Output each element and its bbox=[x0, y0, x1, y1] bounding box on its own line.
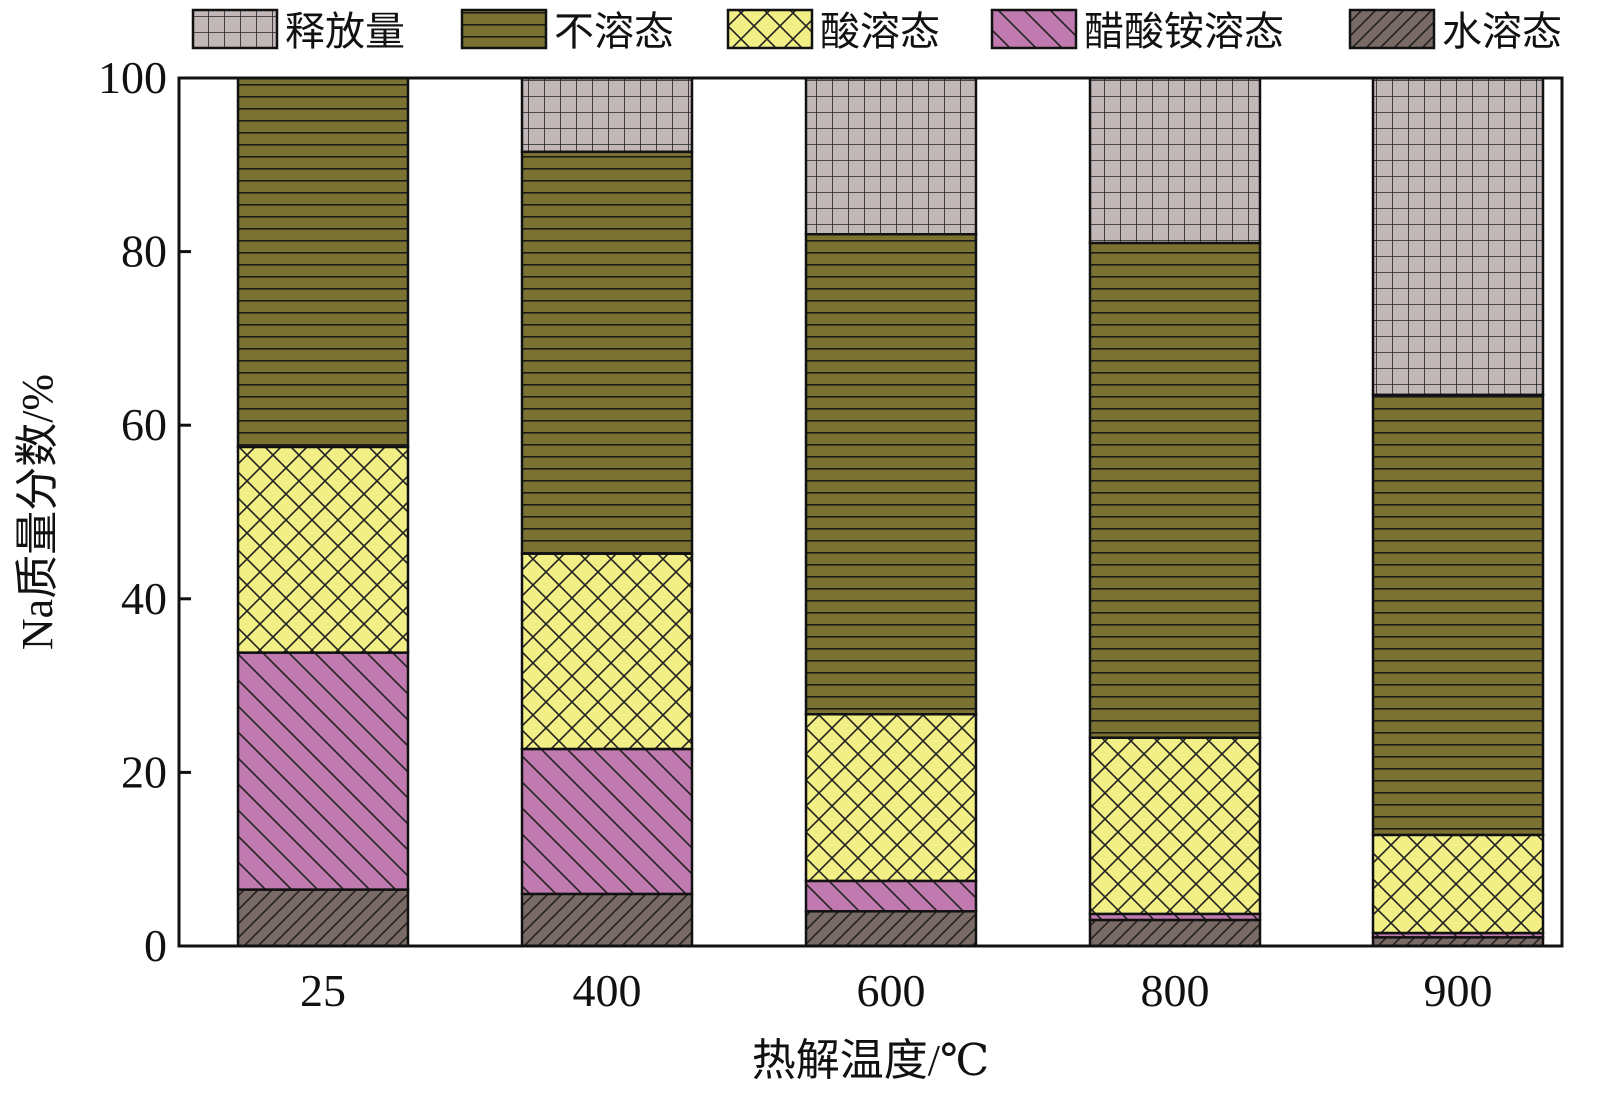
bar-stack-25 bbox=[236, 76, 410, 948]
bar-segment-600-4 bbox=[804, 232, 978, 716]
bar-stack-900 bbox=[1371, 76, 1545, 948]
x-tick-label: 900 bbox=[1424, 965, 1493, 1016]
bar-segment-800-4 bbox=[1088, 241, 1262, 739]
bar-segment-600-2 bbox=[804, 879, 978, 913]
x-tick-label: 800 bbox=[1141, 965, 1210, 1016]
legend-item: 醋酸铵溶态 bbox=[990, 8, 1284, 55]
bar-stack-600 bbox=[804, 76, 978, 948]
bar-segment-900-4 bbox=[1371, 393, 1545, 837]
bar-segment-400-3 bbox=[520, 552, 694, 751]
bar-segment-900-3 bbox=[1371, 833, 1545, 935]
bar-segment-25-4 bbox=[236, 76, 410, 449]
legend-item: 释放量 bbox=[191, 8, 405, 55]
bar-segment-25-1 bbox=[236, 888, 410, 948]
bar-segment-600-5 bbox=[804, 76, 978, 236]
legend-swatch bbox=[990, 8, 1078, 50]
plot-frame bbox=[177, 76, 1564, 948]
y-tick-label: 60 bbox=[121, 399, 167, 450]
legend-label: 醋酸铵溶态 bbox=[1084, 9, 1284, 55]
legend-label: 释放量 bbox=[285, 9, 405, 55]
legend: 释放量 不溶态 酸溶态 醋酸铵溶态 水溶态 bbox=[191, 8, 1562, 55]
x-tick-label: 600 bbox=[857, 965, 926, 1016]
legend-item: 水溶态 bbox=[1348, 8, 1562, 55]
axes bbox=[177, 76, 1564, 948]
x-axis-title: 热解温度/℃ bbox=[752, 1036, 989, 1085]
bar-segment-400-4 bbox=[520, 150, 694, 555]
legend-item: 不溶态 bbox=[460, 8, 674, 55]
bar-segment-800-5 bbox=[1088, 76, 1262, 245]
bar-segment-900-5 bbox=[1371, 76, 1545, 397]
bar-segment-600-1 bbox=[804, 910, 978, 948]
legend-label: 水溶态 bbox=[1442, 9, 1562, 55]
legend-swatch bbox=[726, 8, 814, 50]
y-tick-label: 100 bbox=[98, 52, 167, 103]
legend-swatch bbox=[191, 8, 279, 50]
bar-segment-25-3 bbox=[236, 445, 410, 654]
y-tick-label: 20 bbox=[121, 746, 167, 797]
legend-item: 酸溶态 bbox=[726, 8, 940, 55]
bar-stack-400 bbox=[520, 76, 694, 948]
bar-stack-800 bbox=[1088, 76, 1262, 948]
bar-segment-25-2 bbox=[236, 651, 410, 891]
y-tick-label: 80 bbox=[121, 226, 167, 277]
y-axis-ticks: 0 20 40 60 80 100 bbox=[98, 52, 191, 971]
bar-segment-600-3 bbox=[804, 712, 978, 883]
y-tick-label: 0 bbox=[144, 920, 167, 971]
bars bbox=[236, 76, 1545, 948]
bar-segment-800-1 bbox=[1088, 918, 1262, 948]
legend-label: 酸溶态 bbox=[820, 9, 940, 55]
x-tick-label: 25 bbox=[300, 965, 346, 1016]
bar-segment-800-3 bbox=[1088, 736, 1262, 916]
bar-segment-400-2 bbox=[520, 747, 694, 896]
x-axis-ticks: 25 400 600 800 900 bbox=[300, 965, 1493, 1016]
x-tick-label: 400 bbox=[573, 965, 642, 1016]
bar-segment-400-1 bbox=[520, 892, 694, 948]
y-axis-title: Na质量分数/% bbox=[13, 374, 62, 650]
bar-segment-400-5 bbox=[520, 76, 694, 154]
legend-label: 不溶态 bbox=[554, 9, 674, 55]
y-tick-label: 40 bbox=[121, 573, 167, 624]
legend-swatch bbox=[1348, 8, 1436, 50]
legend-swatch bbox=[460, 8, 548, 50]
